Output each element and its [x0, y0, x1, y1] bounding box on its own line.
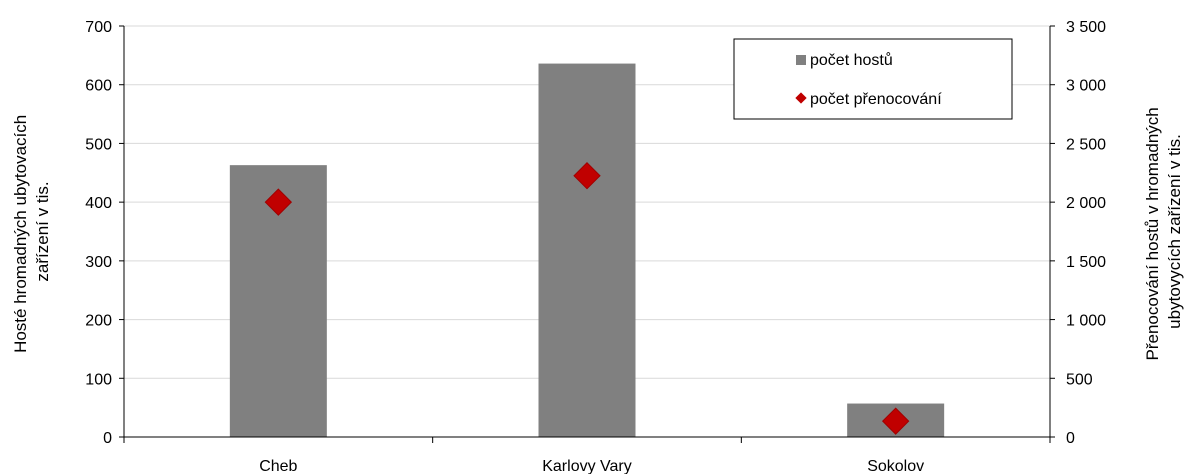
legend-label-guests: počet hostů: [810, 51, 893, 69]
left-axis-title: Hosté hromadných ubytovacích zařízení v …: [11, 110, 52, 353]
legend: počet hostů počet přenocování: [733, 38, 1013, 120]
legend-swatch-bar: [796, 55, 806, 65]
right-tick-label: 1 500: [1066, 254, 1106, 271]
axes: [123, 26, 1051, 443]
category-label: Karlovy Vary: [542, 458, 632, 474]
legend-box: [733, 38, 1013, 120]
right-tick-label: 2 500: [1066, 136, 1106, 153]
left-axis-title-line-2: zařízení v tis.: [33, 181, 52, 281]
left-tick-label: 600: [85, 78, 112, 95]
left-tick-label: 400: [85, 195, 112, 212]
right-tick-label: 1 000: [1066, 313, 1106, 330]
right-axis-ticks: 0 500 1 000 1 500 2 000 2 500 3 000 3 500: [1050, 19, 1106, 447]
right-axis-title-line-1: Přenocování hostů v hromadných: [1143, 107, 1162, 360]
marker-karlovy-vary: [573, 162, 601, 190]
right-tick-label: 0: [1066, 430, 1075, 447]
left-axis-ticks: 0 100 200 300 400 500 600 700: [85, 19, 124, 447]
bar-series: [229, 63, 945, 437]
legend-label-overnights: počet přenocování: [810, 91, 942, 108]
marker-cheb: [264, 188, 293, 216]
category-labels: Cheb Karlovy Vary Sokolov: [259, 458, 924, 474]
category-label: Cheb: [259, 458, 297, 474]
left-tick-label: 100: [85, 371, 112, 388]
marker-sokolov: [881, 407, 910, 435]
left-tick-label: 700: [85, 19, 112, 36]
right-tick-label: 3 500: [1066, 19, 1106, 36]
left-tick-label: 0: [103, 430, 112, 447]
left-axis-title-line-1: Hosté hromadných ubytovacích: [11, 115, 30, 353]
category-label: Sokolov: [867, 458, 924, 474]
left-tick-label: 300: [85, 254, 112, 271]
left-tick-label: 500: [85, 136, 112, 153]
bar-karlovy-vary: [538, 63, 636, 437]
right-axis-title: Přenocování hostů v hromadných ubytovycí…: [1143, 103, 1184, 361]
right-axis-title-line-2: ubytovycích zařízení v tis.: [1165, 134, 1184, 329]
right-tick-label: 2 000: [1066, 195, 1106, 212]
right-tick-label: 500: [1066, 371, 1093, 388]
left-tick-label: 200: [85, 313, 112, 330]
marker-series: [264, 162, 910, 435]
right-tick-label: 3 000: [1066, 78, 1106, 95]
